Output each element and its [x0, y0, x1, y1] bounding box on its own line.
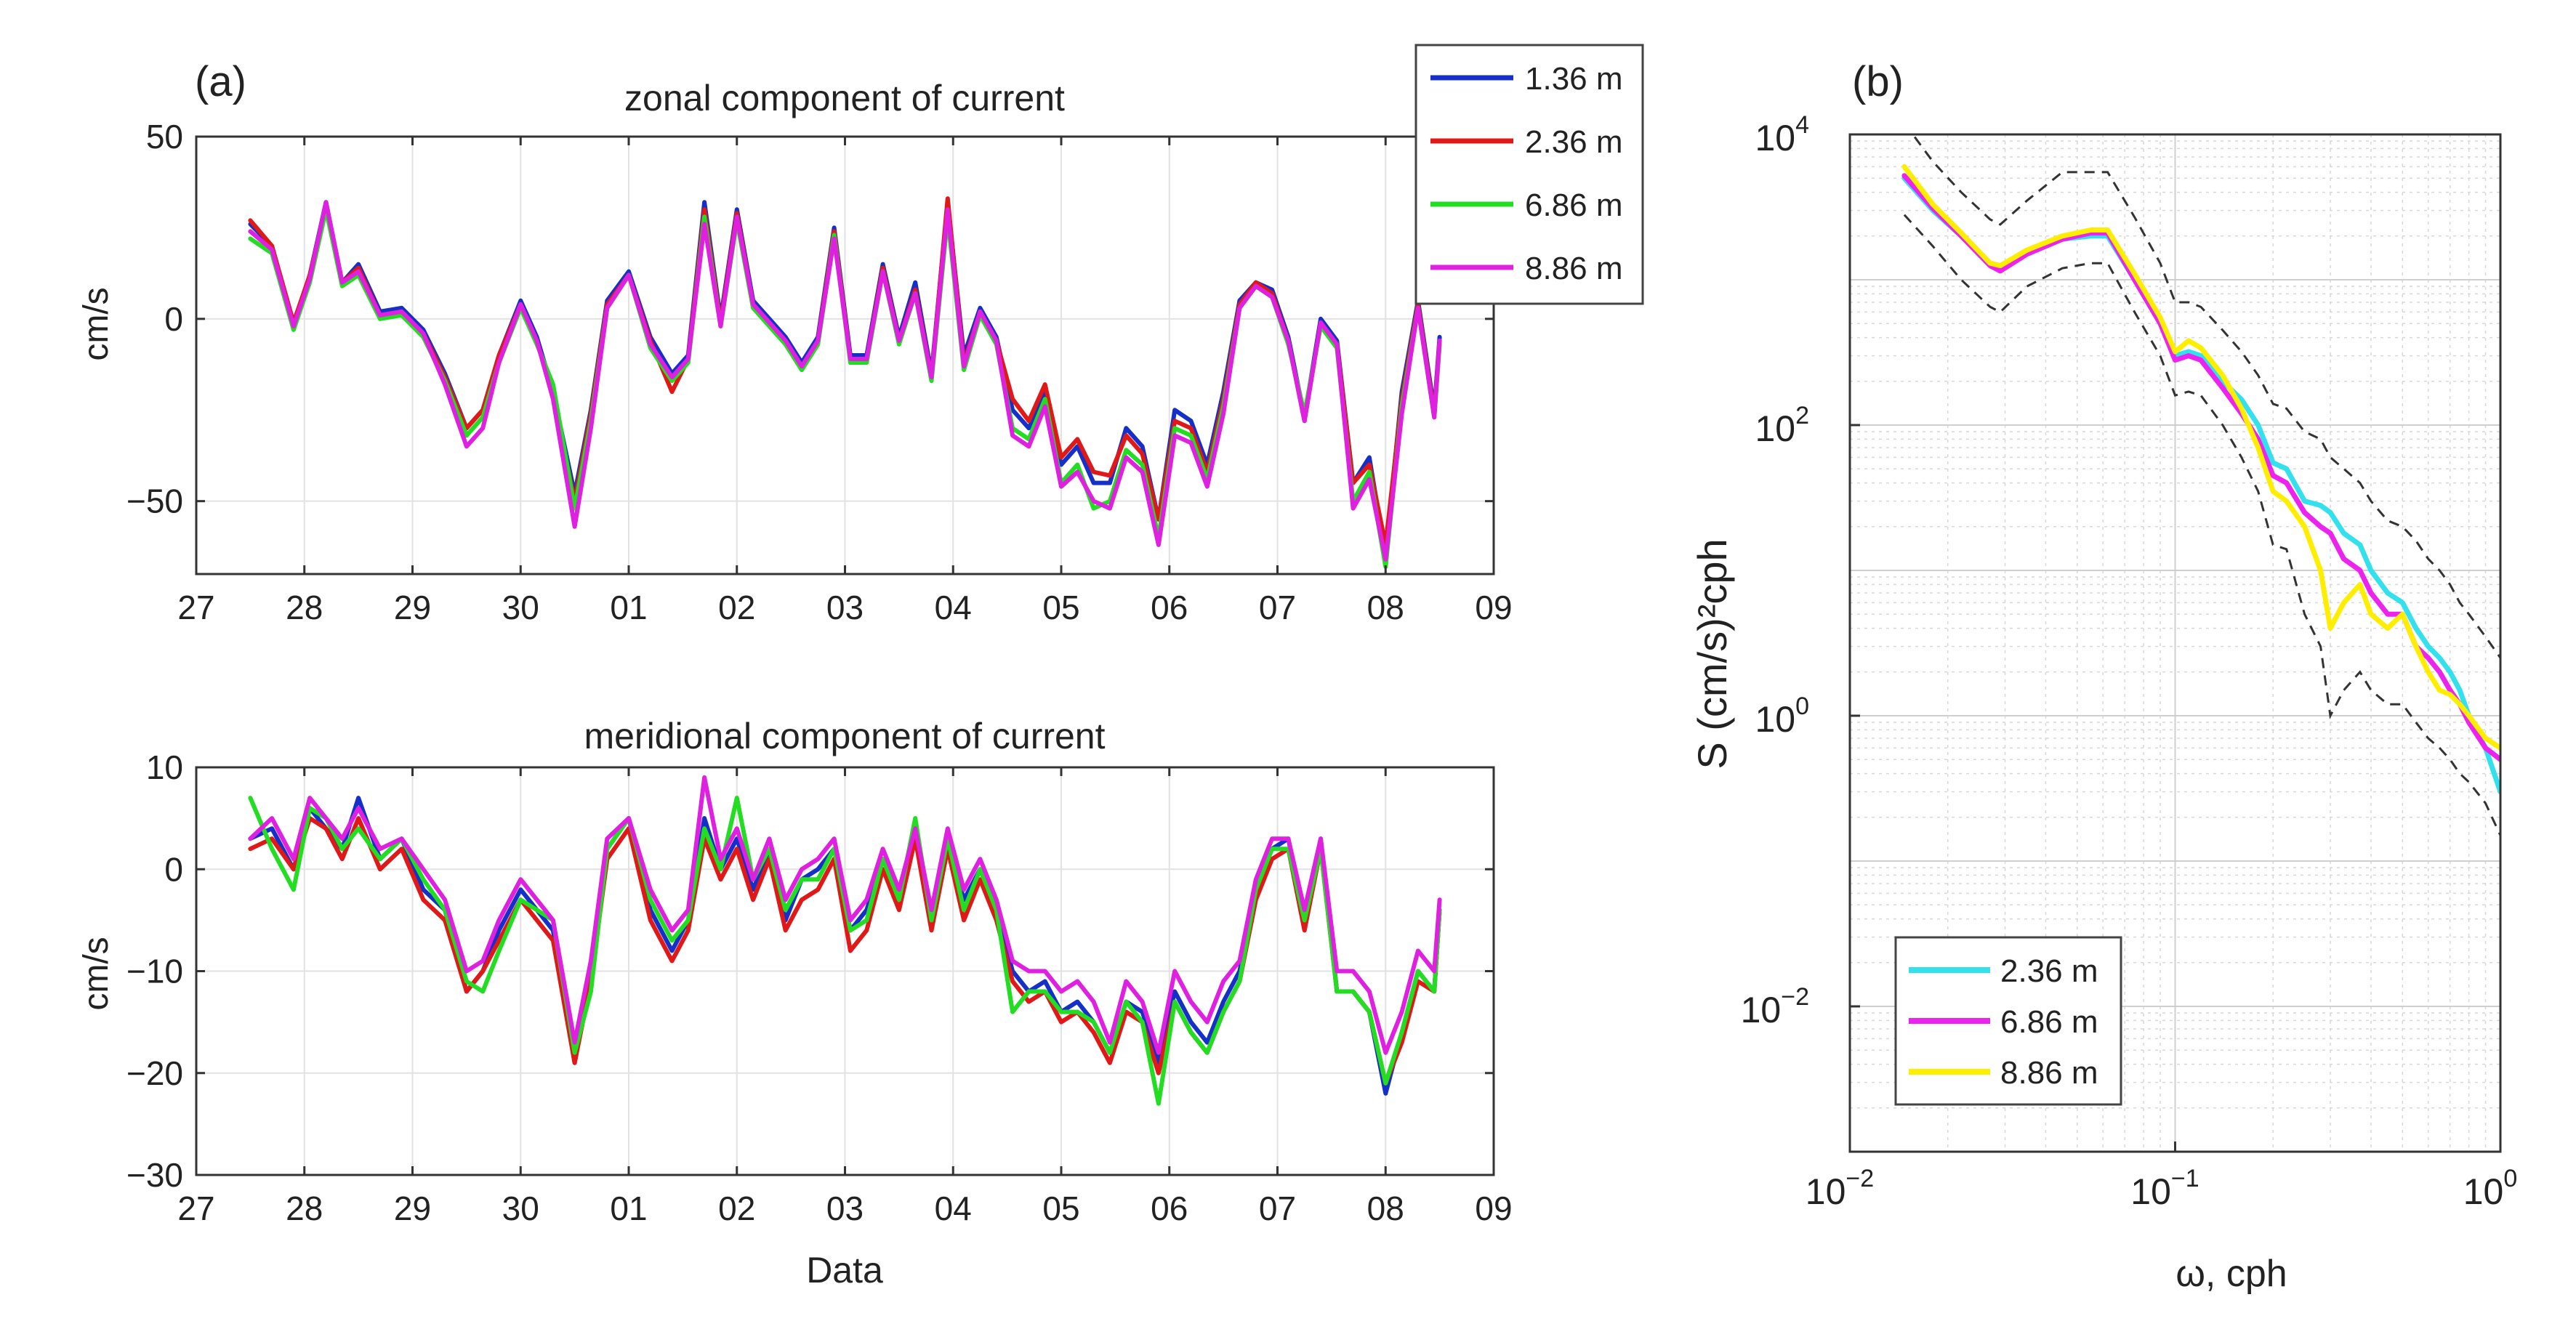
- meridional-chart: meridional component of current cm/s Dat…: [77, 716, 1513, 1290]
- legend-a: 1.36 m 2.36 m 6.86 m 8.86 m: [1414, 44, 1644, 305]
- x-tick-label: 27: [177, 1189, 214, 1227]
- spectrum-xlabel: ω, cph: [2175, 1253, 2287, 1295]
- confidence-bound-lower: [1903, 214, 2500, 836]
- series-line-8-86-m: [248, 200, 1442, 562]
- x-tick-label: 27: [177, 589, 214, 626]
- x-tick-label: 01: [610, 589, 647, 626]
- legend-b: 2.36 m 6.86 m 8.86 m: [1894, 936, 2122, 1106]
- meridional-title: meridional component of current: [584, 716, 1105, 756]
- legend-a-box: [1414, 44, 1644, 305]
- x-tick-label: 29: [394, 1189, 431, 1227]
- zonal-title: zonal component of current: [624, 78, 1065, 118]
- x-tick-label: 02: [718, 589, 755, 626]
- y-tick-label: 10: [146, 748, 183, 786]
- zonal-axes: 27 28 29 30 01 02 03 04 05 06 07 08 09 50 0 −50: [126, 118, 1513, 626]
- x-tick-label: 01: [610, 1189, 647, 1227]
- x-tick-label: 06: [1151, 1189, 1188, 1227]
- x-tick-label: 08: [1367, 1189, 1404, 1227]
- series-line-8-86-m: [1901, 163, 2500, 751]
- zonal-chart: (a) zonal component of current cm/s 27 28…: [77, 58, 1513, 626]
- series-group: [248, 196, 1442, 569]
- x-tick-label: 03: [826, 1189, 864, 1227]
- spectrum-ylabel: S (cm/s)²cph: [1689, 538, 1735, 769]
- series-group: [1901, 134, 2500, 836]
- meridional-ylabel: cm/s: [77, 937, 116, 1010]
- spectrum-chart: (b) S (cm/s)²cph ω, cph 10−2 10−1 10010410…: [1689, 58, 2517, 1295]
- y-tick-exponent: 4: [1795, 111, 1809, 139]
- y-tick-label: −50: [126, 482, 183, 520]
- y-tick-label: 0: [164, 300, 183, 338]
- x-tick-label: 03: [826, 589, 864, 626]
- x-tick-label: 08: [1367, 589, 1404, 626]
- y-tick-label: 50: [146, 118, 183, 155]
- series-line-6-86-m: [1901, 173, 2500, 762]
- series-group: [248, 775, 1442, 1106]
- series-line-6-86-m: [248, 796, 1442, 1106]
- x-tick-exponent: −1: [2171, 1165, 2199, 1192]
- x-tick-exponent: 0: [2503, 1165, 2517, 1192]
- series-line-2-36-m: [248, 196, 1442, 547]
- x-tick-label: 30: [502, 1189, 539, 1227]
- x-tick-label: 06: [1151, 589, 1188, 626]
- zonal-ylabel: cm/s: [77, 287, 116, 360]
- x-tick-label: 05: [1042, 589, 1079, 626]
- x-tick-label: 04: [935, 589, 972, 626]
- legend-a-label: 1.36 m: [1525, 61, 1623, 97]
- y-tick-label: −20: [126, 1054, 183, 1092]
- legend-b-label: 6.86 m: [2000, 1004, 2098, 1040]
- x-tick-label: 04: [935, 1189, 972, 1227]
- x-tick-label: 28: [286, 1189, 323, 1227]
- y-tick-label: 0: [164, 850, 183, 888]
- x-tick-label: 09: [1475, 1189, 1512, 1227]
- x-tick-exponent: −2: [1846, 1165, 1874, 1192]
- meridional-xlabel: Data: [806, 1250, 883, 1290]
- x-tick-label: 29: [394, 589, 431, 626]
- legend-a-label: 8.86 m: [1525, 251, 1623, 286]
- series-line-2-36-m: [248, 816, 1442, 1086]
- y-tick-exponent: −2: [1781, 983, 1809, 1011]
- x-tick-label: 07: [1259, 589, 1296, 626]
- meridional-axes: 27 28 29 30 01 02 03 04 05 06 07 08 09 10 0 −10 −20 −30: [126, 748, 1513, 1227]
- x-tick-label: 02: [718, 1189, 755, 1227]
- x-tick-label: 09: [1475, 589, 1512, 626]
- x-tick-label: 07: [1259, 1189, 1296, 1227]
- confidence-bound-upper: [1911, 134, 2500, 659]
- legend-b-label: 8.86 m: [2000, 1055, 2098, 1091]
- y-tick-exponent: 2: [1795, 402, 1809, 429]
- series-line-8-86-m: [248, 775, 1442, 1055]
- x-tick-label: 30: [502, 589, 539, 626]
- panel-label-a: (a): [195, 58, 246, 105]
- x-tick-label: 05: [1042, 1189, 1079, 1227]
- y-tick-exponent: 0: [1795, 692, 1809, 720]
- panel-label-b: (b): [1852, 58, 1904, 105]
- legend-a-label: 6.86 m: [1525, 187, 1623, 223]
- y-tick-label: −10: [126, 953, 183, 990]
- y-tick-label: −30: [126, 1156, 183, 1194]
- legend-a-label: 2.36 m: [1525, 124, 1623, 160]
- legend-b-label: 2.36 m: [2000, 953, 2098, 989]
- x-tick-label: 28: [286, 589, 323, 626]
